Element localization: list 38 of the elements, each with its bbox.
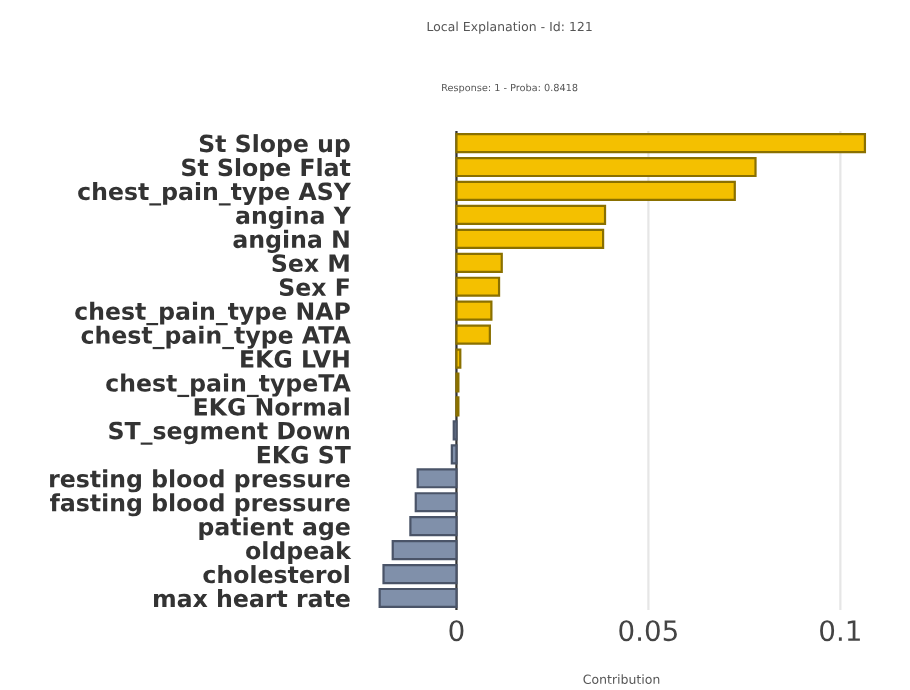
bar <box>378 587 458 609</box>
y-tick-label: chest_pain_type ASY <box>78 181 352 206</box>
y-tick-label: EKG LVH <box>241 350 349 368</box>
y-tick-label: angina N <box>233 229 349 253</box>
y-tick-label: EKG Normal <box>194 397 349 416</box>
y-tick-label: St Slope Flat <box>182 158 351 181</box>
bar <box>455 300 493 321</box>
bar <box>455 252 503 273</box>
y-tick-label: chest_pain_type ATA <box>81 325 351 350</box>
bar <box>391 540 458 561</box>
y-tick-label: Sex F <box>279 278 349 297</box>
bar <box>382 563 458 585</box>
bar <box>409 516 458 537</box>
y-tick-label: patient age <box>199 517 350 541</box>
x-tick-label: 0 <box>449 620 464 642</box>
y-tick-label: max heart rate <box>154 589 350 608</box>
y-tick-label: cholesterol <box>203 565 349 584</box>
bar <box>455 204 607 225</box>
x-tick-label: 0.1 <box>820 620 860 642</box>
y-tick-label: chest_pain_typeTA <box>106 373 351 398</box>
y-tick-label: oldpeak <box>246 541 352 564</box>
bar <box>416 468 458 489</box>
y-tick-label: fasting blood pressure <box>50 493 350 517</box>
y-tick-label: EKG ST <box>257 445 351 464</box>
y-tick-label: angina Y <box>236 205 352 229</box>
y-tick-label: chest_pain_type NAP <box>75 301 350 326</box>
bar <box>414 492 458 513</box>
y-tick-label: ST_segment Down <box>109 421 349 445</box>
y-tick-label: St Slope up <box>199 134 350 157</box>
y-tick-label: Sex M <box>272 254 349 273</box>
bar <box>455 276 501 297</box>
bar <box>450 444 458 465</box>
y-tick-label: resting blood pressure <box>50 469 350 493</box>
bar <box>455 132 867 154</box>
x-tick-label: 0.05 <box>619 620 677 642</box>
bar <box>455 228 605 249</box>
bar <box>455 156 757 178</box>
bar <box>455 180 736 202</box>
